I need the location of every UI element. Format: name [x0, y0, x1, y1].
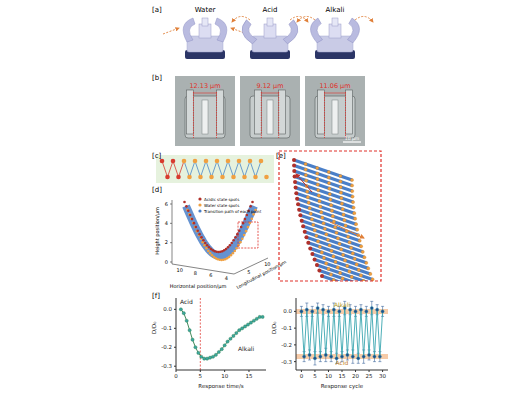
svg-text:[d]: [d] [152, 186, 162, 194]
svg-text:-0.2: -0.2 [281, 342, 292, 348]
svg-text:0: 0 [174, 373, 178, 379]
svg-text:10: 10 [325, 373, 332, 379]
svg-text:-0.1: -0.1 [281, 325, 292, 331]
svg-text:15: 15 [339, 373, 346, 379]
svg-text:4: 4 [225, 275, 228, 281]
svg-text:Acid: Acid [336, 359, 349, 366]
svg-text:Water state spots: Water state spots [204, 203, 239, 208]
svg-text:10: 10 [177, 267, 183, 273]
svg-text:10: 10 [264, 261, 270, 267]
svg-text:11.06 μm: 11.06 μm [319, 82, 350, 90]
svg-text:0.0: 0.0 [163, 306, 172, 312]
svg-text:-0.2: -0.2 [161, 344, 172, 350]
svg-text:0: 0 [300, 373, 304, 379]
svg-text:D/D₀: D/D₀ [271, 321, 277, 334]
svg-text:30: 30 [379, 373, 386, 379]
svg-text:Response time/s: Response time/s [198, 383, 243, 390]
svg-text:6: 6 [165, 201, 168, 207]
svg-text:Height position/μm: Height position/μm [154, 207, 161, 255]
svg-text:[a]: [a] [152, 6, 162, 14]
svg-text:6: 6 [209, 272, 212, 278]
svg-text:5: 5 [313, 373, 317, 379]
svg-text:9.12 μm: 9.12 μm [256, 82, 283, 90]
svg-text:Alkali: Alkali [334, 301, 350, 308]
svg-text:-0.3: -0.3 [161, 363, 172, 369]
svg-text:Horizontal position/μm: Horizontal position/μm [170, 283, 227, 290]
svg-text:15: 15 [245, 373, 252, 379]
svg-text:10 μm: 10 μm [345, 136, 359, 141]
svg-text:-0.1: -0.1 [161, 325, 172, 331]
svg-text:Transition path of each point: Transition path of each point [203, 209, 262, 214]
svg-text:2: 2 [165, 239, 168, 245]
svg-text:20: 20 [352, 373, 359, 379]
svg-text:5: 5 [247, 269, 250, 275]
svg-text:[c]: [c] [152, 152, 162, 160]
svg-text:Acid: Acid [263, 6, 278, 14]
svg-text:Response cycle: Response cycle [321, 383, 364, 390]
svg-text:12.13 μm: 12.13 μm [189, 82, 220, 90]
svg-text:0: 0 [165, 259, 168, 265]
svg-text:[e]: [e] [276, 152, 286, 160]
svg-text:8: 8 [194, 270, 197, 276]
svg-text:Water: Water [195, 6, 216, 14]
html-text:Alkali: Alkali [238, 345, 255, 352]
html-text:Acid: Acid [180, 298, 193, 305]
svg-text:4: 4 [165, 220, 168, 226]
svg-text:[b]: [b] [152, 74, 162, 82]
svg-text:Alkali: Alkali [326, 6, 345, 14]
svg-text:-0.3: -0.3 [281, 359, 292, 365]
svg-text:[f]: [f] [152, 292, 160, 300]
svg-text:25: 25 [366, 373, 373, 379]
svg-text:10: 10 [221, 373, 228, 379]
svg-text:5: 5 [199, 373, 203, 379]
svg-text:Acidic state spots: Acidic state spots [204, 197, 239, 202]
svg-text:D/D₀: D/D₀ [151, 321, 157, 334]
svg-text:0.0: 0.0 [283, 308, 292, 314]
svg-text:Longitudinal position/μm: Longitudinal position/μm [235, 259, 288, 290]
